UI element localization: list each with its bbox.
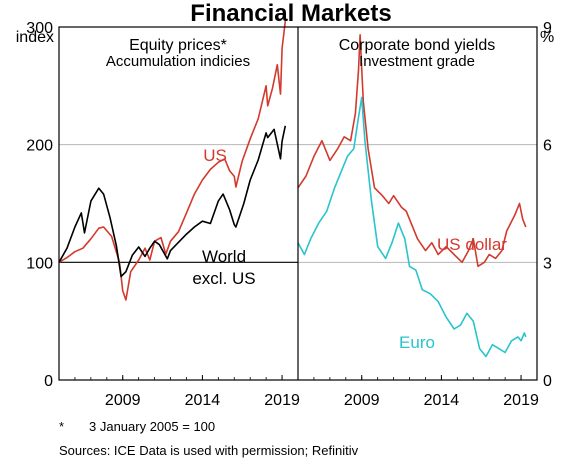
sources-note: Sources: ICE Data is used with permissio…: [59, 443, 359, 458]
series-line-euro: [297, 96, 527, 358]
y-tick-label: 9: [543, 20, 552, 37]
us-series-label: US: [203, 146, 227, 165]
world-series-label-line1: World: [202, 247, 246, 266]
x-tick-label: 2019: [503, 392, 539, 409]
y-tick-label: 0: [543, 373, 552, 390]
euro-series-label: Euro: [399, 333, 435, 352]
figure-title: Financial Markets: [190, 0, 391, 27]
series-line-us-dollar: [297, 34, 527, 268]
right-axis-unit: %: [540, 29, 554, 46]
series-line-us: [58, 21, 287, 301]
x-tick-label: 2014: [424, 392, 460, 409]
x-tick-label: 2009: [105, 392, 141, 409]
y-tick-label: 100: [26, 255, 53, 272]
footnote-text: 3 January 2005 = 100: [89, 419, 215, 434]
y-tick-label: 300: [26, 20, 53, 37]
bond-panel-title: Corporate bond yields: [339, 37, 496, 54]
x-tick-label: 2019: [264, 392, 300, 409]
y-tick-label: 200: [26, 138, 53, 155]
equity-panel-title: Equity prices*: [129, 37, 227, 54]
world-series-label-line2: excl. US: [192, 269, 255, 288]
equity-panel-subtitle: Accumulation indicies: [106, 53, 250, 70]
y-tick-label: 6: [543, 138, 552, 155]
x-tick-label: 2014: [185, 392, 221, 409]
y-tick-label: 0: [44, 373, 53, 390]
series-lines: [58, 21, 527, 358]
bond-panel-subtitle: Investment grade: [359, 53, 475, 70]
x-tick-label: 2009: [344, 392, 380, 409]
us-dollar-series-label: US dollar: [437, 235, 507, 254]
left-axis-unit: index: [16, 29, 54, 46]
footnote-marker: *: [59, 419, 64, 434]
y-tick-label: 3: [543, 255, 552, 272]
series-line-world-excl-us: [58, 125, 287, 278]
